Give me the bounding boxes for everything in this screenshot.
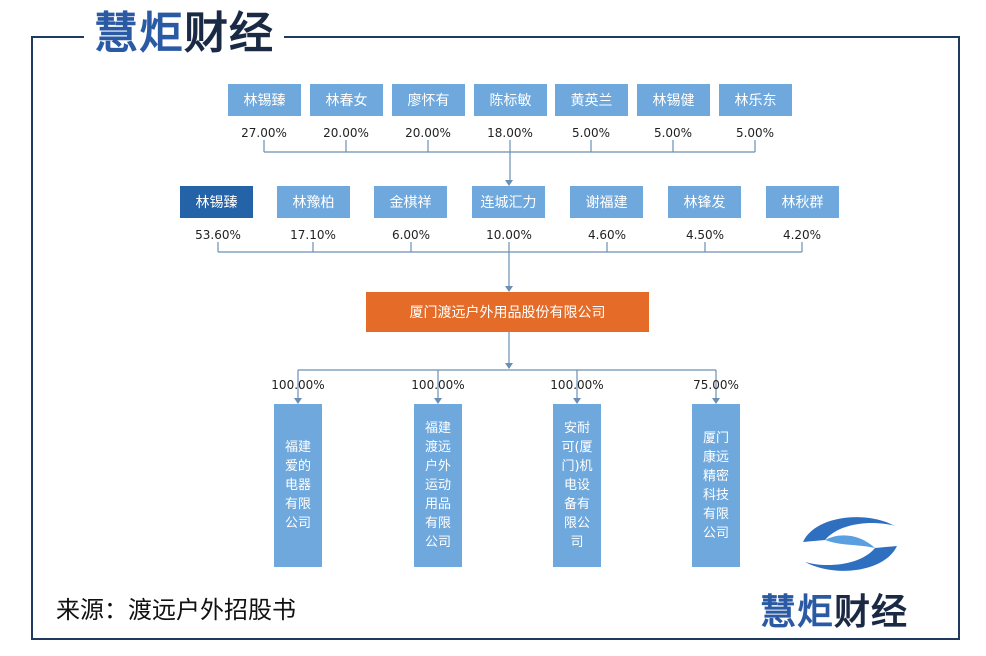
tier1-pct-1: 27.00% xyxy=(241,126,287,140)
brand-swirl-icon xyxy=(803,517,897,571)
subsidiary-box-3: 安耐可(厦门)机电设备有限公司 xyxy=(553,404,601,567)
tier1-box-7: 林乐东 xyxy=(719,84,792,116)
subsidiary-pct-2: 100.00% xyxy=(411,378,465,392)
tier1-pct-3: 20.00% xyxy=(405,126,451,140)
tier2-box-7: 林秋群 xyxy=(766,186,839,218)
brand-bottom-part1: 慧炬 xyxy=(760,592,835,633)
brand-text-part1: 慧炬 xyxy=(94,8,184,59)
tier2-pct-3: 6.00% xyxy=(391,228,431,242)
tier1-box-1: 林锡臻 xyxy=(228,84,301,116)
tier2-pct-6: 4.50% xyxy=(685,228,725,242)
tier2-box-6: 林锋发 xyxy=(668,186,741,218)
tier1-pct-5: 5.00% xyxy=(571,126,611,140)
tier1-box-4: 陈标敏 xyxy=(474,84,547,116)
tier1-box-3: 廖怀有 xyxy=(392,84,465,116)
tier2-pct-4: 10.00% xyxy=(486,228,532,242)
tier2-box-1: 林锡臻 xyxy=(180,186,253,218)
tier1-pct-2: 20.00% xyxy=(323,126,369,140)
brand-logo-top: 慧炬财经 xyxy=(84,6,284,62)
brand-text-part2: 财经 xyxy=(184,8,274,59)
subsidiary-box-1: 福建爱的电器有限公司 xyxy=(274,404,322,567)
tier2-pct-1: 53.60% xyxy=(195,228,241,242)
tier2-box-4: 连城汇力 xyxy=(472,186,545,218)
source-caption: 来源：渡远户外招股书 xyxy=(56,596,296,624)
subsidiary-pct-1: 100.00% xyxy=(271,378,325,392)
tier2-box-5: 谢福建 xyxy=(570,186,643,218)
subsidiary-box-4: 厦门康远精密科技有限公司 xyxy=(692,404,740,567)
tier2-box-3: 金棋祥 xyxy=(374,186,447,218)
tier2-pct-2: 17.10% xyxy=(290,228,336,242)
subsidiary-box-2: 福建渡远户外运动用品有限公司 xyxy=(414,404,462,567)
tier1-box-6: 林锡健 xyxy=(637,84,710,116)
brand-logo-bottom: 慧炬财经 xyxy=(760,583,908,635)
tier2-pct-7: 4.20% xyxy=(782,228,822,242)
diagram-frame xyxy=(31,36,960,640)
brand-bottom-part2: 财经 xyxy=(834,592,909,633)
tier1-pct-4: 18.00% xyxy=(487,126,533,140)
company-box: 厦门渡远户外用品股份有限公司 xyxy=(366,292,649,332)
tier1-box-2: 林春女 xyxy=(310,84,383,116)
tier1-pct-6: 5.00% xyxy=(653,126,693,140)
subsidiary-pct-3: 100.00% xyxy=(550,378,604,392)
tier2-pct-5: 4.60% xyxy=(587,228,627,242)
subsidiary-pct-4: 75.00% xyxy=(693,378,739,392)
tier1-box-5: 黄英兰 xyxy=(555,84,628,116)
tier2-box-2: 林豫柏 xyxy=(277,186,350,218)
tier1-pct-7: 5.00% xyxy=(735,126,775,140)
